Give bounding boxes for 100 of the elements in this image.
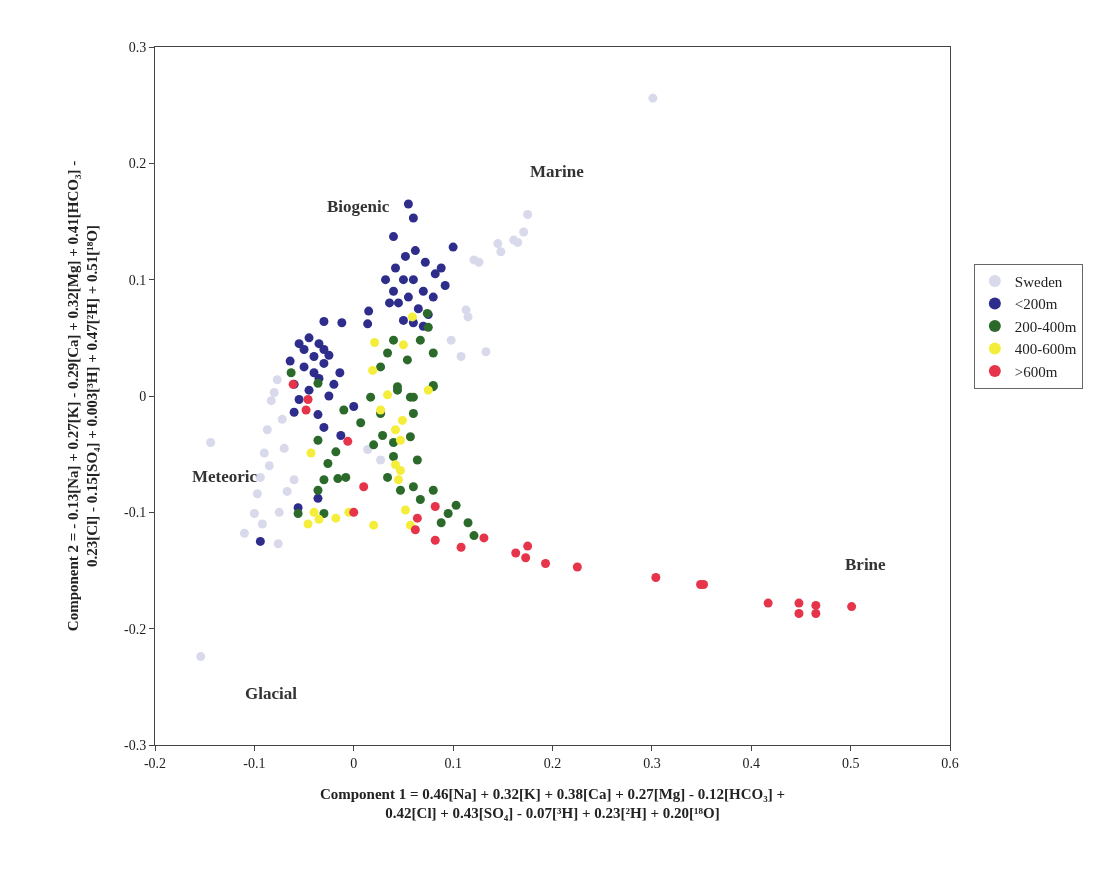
point (277, 414, 287, 424)
point (363, 319, 373, 329)
point (206, 438, 216, 448)
point (309, 351, 319, 361)
point (398, 315, 408, 325)
point (400, 505, 410, 515)
point (331, 447, 341, 457)
point (364, 306, 374, 316)
point (314, 339, 324, 349)
point (366, 392, 376, 402)
x-tick-label: 0 (350, 755, 358, 771)
point (289, 407, 299, 417)
point (398, 275, 408, 285)
point (402, 355, 412, 365)
point (651, 572, 661, 582)
point (461, 305, 471, 315)
point (339, 405, 349, 415)
point (446, 335, 456, 345)
point (257, 519, 267, 529)
point (303, 519, 313, 529)
point (395, 485, 405, 495)
point (393, 475, 403, 485)
point (249, 509, 259, 518)
point (408, 408, 418, 418)
annotation: Meteoric (192, 467, 258, 486)
point (847, 602, 857, 612)
legend-label: <200m (1014, 296, 1058, 313)
y-tick-label: 0 (139, 388, 147, 404)
annotation: Marine (530, 162, 585, 181)
annotation: Brine (845, 555, 887, 574)
x-axis-title: Component 1 = 0.46[Na] + 0.32[K] + 0.38[Ca] + 0.27[Mg] - 0.12[HCO₃] + 0.42[Cl] + 0.43[SO₄] - 0.07[³H] + 0.23[²H] + 0.20[¹⁸O] (319, 785, 786, 822)
point (383, 348, 393, 358)
point (389, 232, 398, 242)
point (309, 368, 319, 378)
y-tick-label: 0.2 (128, 156, 147, 172)
point (294, 339, 304, 349)
point (648, 93, 658, 103)
point (389, 335, 398, 345)
point (403, 199, 413, 209)
point (313, 493, 323, 503)
point (405, 432, 415, 442)
point (343, 436, 353, 446)
legend-label: 400-600m (1014, 341, 1077, 358)
point (811, 609, 821, 619)
point (456, 542, 466, 552)
point (356, 418, 366, 428)
point (383, 390, 393, 400)
point (397, 415, 407, 425)
point (333, 474, 343, 484)
point (423, 322, 433, 332)
point (794, 609, 804, 619)
point (513, 237, 523, 247)
point (456, 351, 466, 361)
point (329, 379, 339, 389)
point (269, 388, 279, 398)
point (378, 431, 388, 441)
point (415, 335, 425, 345)
point (811, 600, 821, 610)
legend-label: 200-400m (1014, 318, 1077, 335)
point (304, 333, 314, 343)
point (400, 251, 410, 261)
point (407, 312, 417, 322)
point (469, 531, 479, 541)
point (286, 368, 296, 378)
point (349, 507, 359, 517)
point (370, 337, 380, 347)
point (279, 443, 289, 453)
y-tick-label: -0.3 (124, 737, 147, 753)
point (294, 394, 304, 404)
point (428, 485, 438, 495)
x-tick-label: 0.1 (444, 755, 462, 771)
point (423, 385, 433, 395)
point (359, 482, 369, 492)
point (408, 482, 418, 492)
point (337, 318, 347, 328)
point (430, 269, 440, 279)
point (335, 368, 345, 378)
point (301, 405, 311, 415)
point (436, 518, 446, 528)
point (428, 348, 438, 358)
point (259, 448, 269, 458)
point (430, 502, 440, 512)
point (463, 518, 473, 528)
y-axis-title: Component 2 = - 0.13[Na] + 0.27[K] - 0.29[Ca] + 0.32[Mg] + 0.41[HCO₃] - 0.23[Cl] - 0.15[SO₄] + 0.003[³H] + 0.47[²H] + 0.51[¹⁸O] (64, 160, 101, 632)
point (408, 275, 418, 285)
point (389, 438, 398, 448)
point (266, 396, 276, 406)
point (336, 431, 346, 441)
point (323, 458, 333, 468)
point (479, 533, 489, 543)
x-tick-label: -0.2 (143, 755, 167, 771)
point (390, 263, 400, 273)
point (436, 263, 446, 273)
point (385, 298, 395, 308)
point (313, 410, 323, 420)
point (389, 286, 398, 296)
point (274, 507, 284, 517)
legend-label: >600m (1014, 363, 1058, 380)
x-tick-label: 0.4 (742, 755, 760, 771)
point (412, 455, 422, 465)
